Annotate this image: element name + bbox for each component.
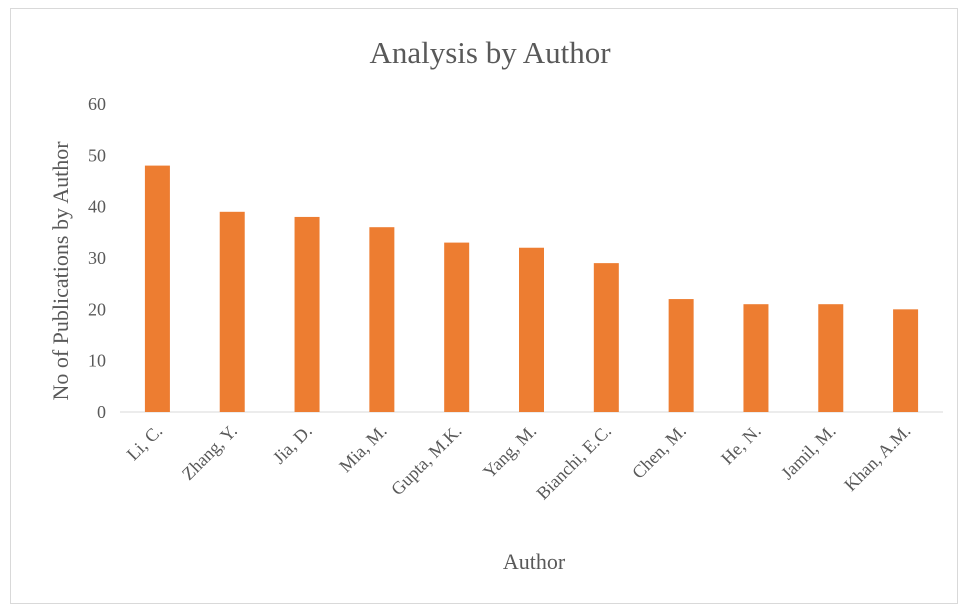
bar (369, 227, 395, 412)
x-tick-label: Jamil, M. (777, 421, 840, 484)
y-tick-label: 30 (88, 248, 106, 268)
x-tick-labels: Li, C. Zhang, Y. Jia, D. Mia, M.Gupta, M.K.… (123, 421, 915, 504)
bar (294, 216, 320, 412)
x-tick-label: Li, C. (123, 421, 166, 464)
y-axis-title: No of Publications by Author (48, 141, 73, 401)
bar (818, 304, 844, 412)
x-tick-label: Yang, M. (479, 421, 540, 482)
bars (144, 165, 919, 412)
y-tick-label: 60 (88, 94, 106, 114)
y-tick-label: 40 (88, 197, 106, 217)
bar (668, 299, 694, 412)
bar (144, 165, 170, 412)
x-tick-label: He, N. (717, 421, 765, 469)
x-tick-label: Mia, M. (335, 421, 391, 477)
y-tick-label: 20 (88, 299, 106, 319)
x-tick-label: Chen, M. (628, 421, 690, 483)
x-tick-label: Khan, A.M. (840, 421, 914, 495)
bar (444, 242, 470, 412)
bar (743, 304, 769, 412)
y-tick-label: 50 (88, 145, 106, 165)
bar (519, 247, 544, 412)
bar (593, 263, 619, 412)
y-tick-label: 0 (97, 402, 106, 422)
y-tick-label: 10 (88, 351, 106, 371)
x-tick-label: Zhang, Y. (178, 421, 241, 484)
x-axis-title: Author (503, 549, 566, 574)
x-tick-label: Gupta, M.K. (387, 421, 465, 499)
chart-title: Analysis by Author (369, 35, 611, 70)
x-tick-label: Bianchi, E.C. (532, 421, 615, 504)
y-tick-labels: 0 10 20 30 40 50 60 (88, 94, 106, 422)
x-tick-label: Jia, D. (269, 421, 316, 468)
bar (219, 211, 245, 412)
bar (893, 309, 919, 412)
